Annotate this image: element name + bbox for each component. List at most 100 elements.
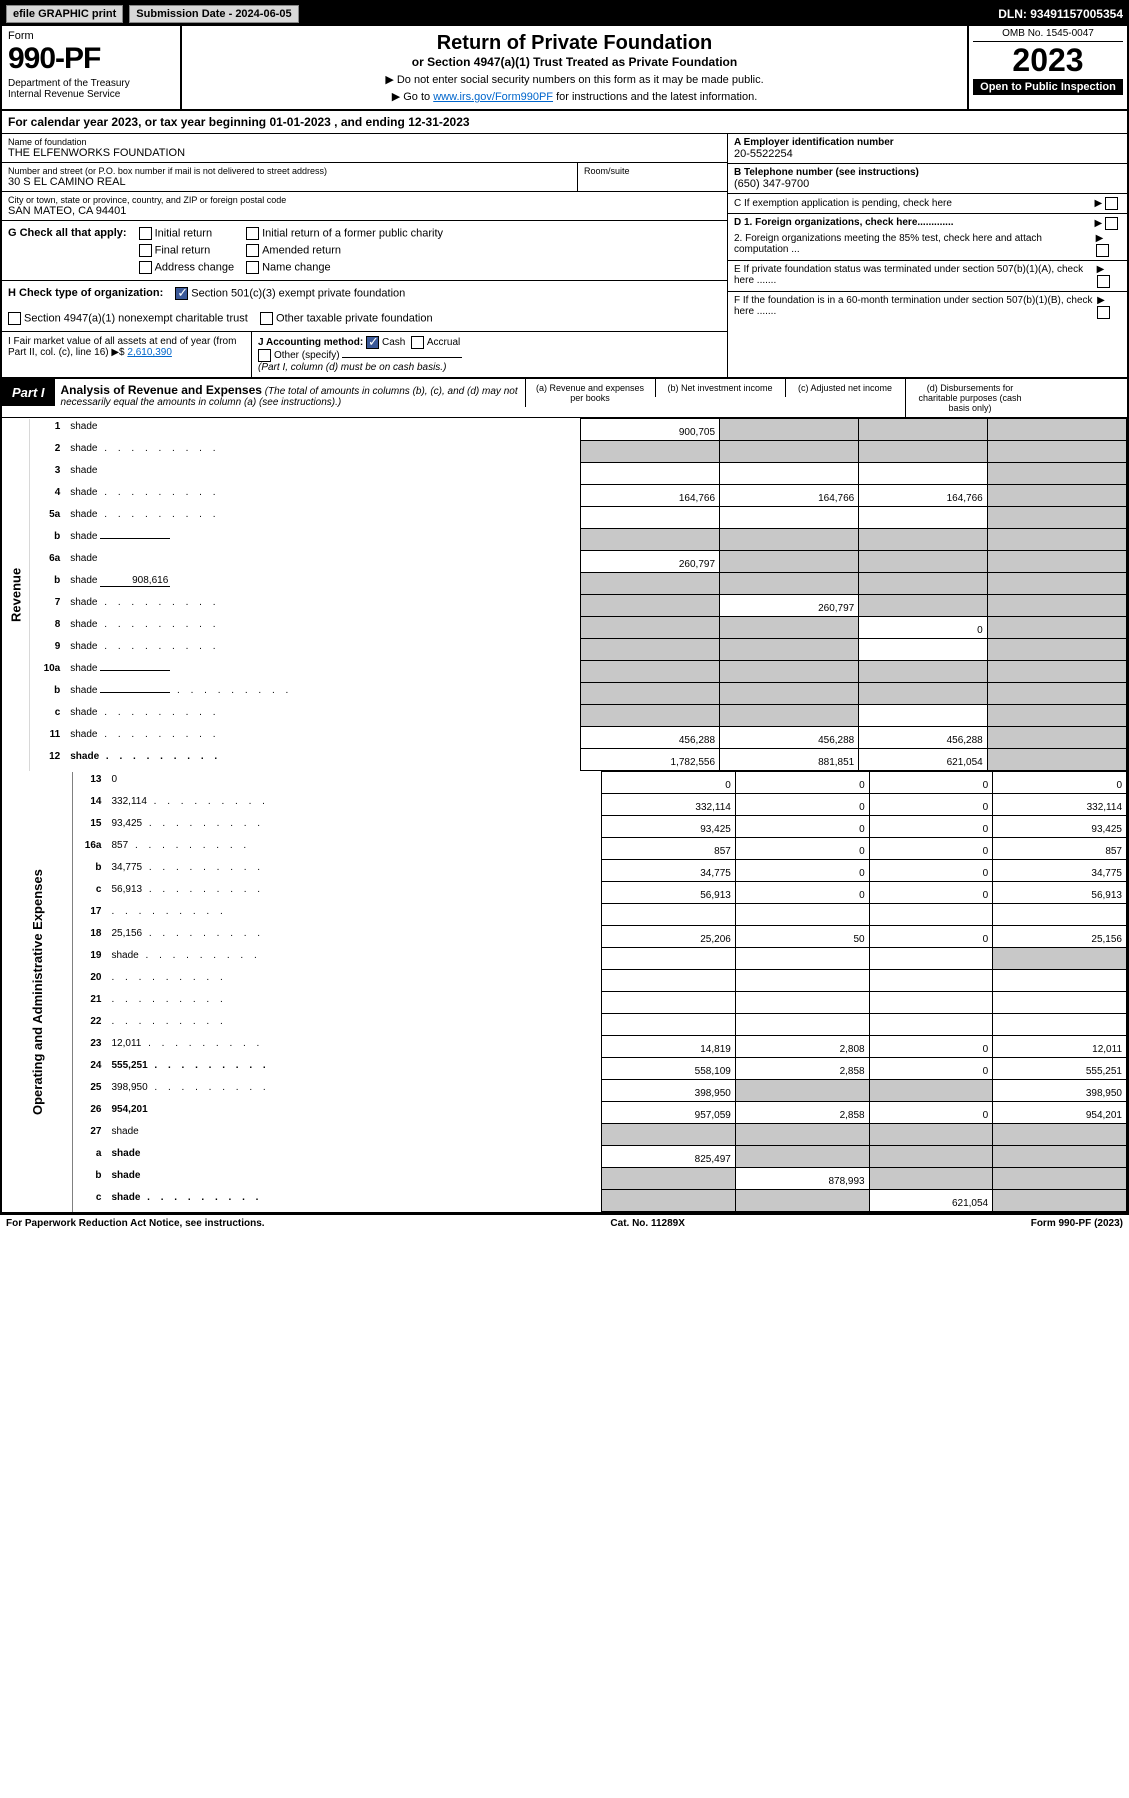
d2-checkbox[interactable] xyxy=(1096,244,1109,257)
cell-value: 0 xyxy=(869,816,993,838)
cell-shaded xyxy=(720,705,859,727)
line-number: 16a xyxy=(73,838,108,860)
cell-shaded xyxy=(987,749,1126,771)
form-subtitle: or Section 4947(a)(1) Trust Treated as P… xyxy=(190,55,959,69)
line-number: a xyxy=(73,1146,108,1168)
j-other: Other (specify) xyxy=(274,350,340,361)
col-b-header: (b) Net investment income xyxy=(655,379,785,397)
cell-shaded xyxy=(993,1168,1127,1190)
cell-value xyxy=(735,1014,869,1036)
ein-label: A Employer identification number xyxy=(734,137,1121,148)
cell-shaded xyxy=(720,441,859,463)
cell-shaded xyxy=(987,661,1126,683)
4947a1-checkbox[interactable] xyxy=(8,312,21,325)
cell-value: 0 xyxy=(869,794,993,816)
cell-shaded xyxy=(869,1080,993,1102)
initial-return-former-checkbox[interactable] xyxy=(246,227,259,240)
line-number: 1 xyxy=(30,419,66,441)
line-desc: shade xyxy=(66,551,580,573)
cell-value xyxy=(869,948,993,970)
street-address: 30 S EL CAMINO REAL xyxy=(8,176,571,188)
note-2: ▶ Go to www.irs.gov/Form990PF for instru… xyxy=(190,90,959,103)
address-change-checkbox[interactable] xyxy=(139,261,152,274)
line-desc xyxy=(107,992,601,1014)
cell-shaded xyxy=(987,705,1126,727)
line-number: 17 xyxy=(73,904,108,926)
efile-print-button[interactable]: efile GRAPHIC print xyxy=(6,5,123,23)
line-number: 20 xyxy=(73,970,108,992)
year-mid: , and ending xyxy=(331,115,408,129)
line-number: 21 xyxy=(73,992,108,1014)
cell-value: 2,858 xyxy=(735,1058,869,1080)
cell-shaded xyxy=(580,573,719,595)
line-number: 9 xyxy=(30,639,66,661)
line-number: c xyxy=(73,882,108,904)
cell-value xyxy=(602,948,736,970)
line-desc: shade xyxy=(66,441,580,463)
g-opt-1: Final return xyxy=(155,244,211,256)
line-desc: 12,011 xyxy=(107,1036,601,1058)
cell-value: 164,766 xyxy=(859,485,988,507)
amended-return-checkbox[interactable] xyxy=(246,244,259,257)
line-desc: 555,251 xyxy=(107,1058,601,1080)
501c3-checkbox[interactable] xyxy=(175,287,188,300)
year-pre: For calendar year 2023, or tax year begi… xyxy=(8,115,269,129)
other-method-checkbox[interactable] xyxy=(258,349,271,362)
name-change-checkbox[interactable] xyxy=(246,261,259,274)
cell-value xyxy=(602,904,736,926)
g-opt-3: Initial return of a former public charit… xyxy=(262,227,443,239)
col-c-header: (c) Adjusted net income xyxy=(785,379,905,397)
h-check-row: H Check type of organization: Section 50… xyxy=(2,281,727,332)
j-cash: Cash xyxy=(382,337,405,348)
cell-value: 25,156 xyxy=(993,926,1127,948)
cell-value: 555,251 xyxy=(993,1058,1127,1080)
form-container: efile GRAPHIC print Submission Date - 20… xyxy=(0,0,1129,1214)
cell-shaded xyxy=(720,639,859,661)
cell-shaded xyxy=(580,529,719,551)
cell-value: 0 xyxy=(602,772,736,794)
phone-value: (650) 347-9700 xyxy=(734,178,1121,190)
accrual-checkbox[interactable] xyxy=(411,336,424,349)
cell-shaded xyxy=(859,683,988,705)
cell-value: 93,425 xyxy=(993,816,1127,838)
line-number: 12 xyxy=(30,749,66,771)
line-number: 14 xyxy=(73,794,108,816)
form-title: Return of Private Foundation xyxy=(190,32,959,55)
initial-return-checkbox[interactable] xyxy=(139,227,152,240)
cell-value: 260,797 xyxy=(580,551,719,573)
cell-value: 34,775 xyxy=(993,860,1127,882)
other-taxable-checkbox[interactable] xyxy=(260,312,273,325)
city-state-zip: SAN MATEO, CA 94401 xyxy=(8,205,721,217)
cell-value: 164,766 xyxy=(580,485,719,507)
cell-shaded xyxy=(987,529,1126,551)
cell-value xyxy=(602,1014,736,1036)
c-checkbox[interactable] xyxy=(1105,197,1118,210)
footer-mid: Cat. No. 11289X xyxy=(610,1218,684,1229)
cell-value: 0 xyxy=(735,772,869,794)
line-desc: 93,425 xyxy=(107,816,601,838)
entity-info: Name of foundation THE ELFENWORKS FOUNDA… xyxy=(2,134,1127,379)
line-desc xyxy=(107,1014,601,1036)
line-desc: shade xyxy=(107,948,601,970)
cell-value xyxy=(993,992,1127,1014)
d2-label: 2. Foreign organizations meeting the 85%… xyxy=(734,233,1096,257)
cell-value: 25,206 xyxy=(602,926,736,948)
fmv-link[interactable]: 2,610,390 xyxy=(127,347,172,358)
line-number: 25 xyxy=(73,1080,108,1102)
cell-shaded xyxy=(859,419,988,441)
f-checkbox[interactable] xyxy=(1097,306,1110,319)
cell-value: 558,109 xyxy=(602,1058,736,1080)
cash-checkbox[interactable] xyxy=(366,336,379,349)
irs-link[interactable]: www.irs.gov/Form990PF xyxy=(433,91,553,103)
col-d-header: (d) Disbursements for charitable purpose… xyxy=(905,379,1035,417)
line-desc: 25,156 xyxy=(107,926,601,948)
final-return-checkbox[interactable] xyxy=(139,244,152,257)
cell-value: 50 xyxy=(735,926,869,948)
line-desc: 857 xyxy=(107,838,601,860)
line-number: b xyxy=(73,1168,108,1190)
cell-shaded xyxy=(720,551,859,573)
cell-value: 332,114 xyxy=(602,794,736,816)
line-number: 5a xyxy=(30,507,66,529)
d1-checkbox[interactable] xyxy=(1105,217,1118,230)
e-checkbox[interactable] xyxy=(1097,275,1110,288)
